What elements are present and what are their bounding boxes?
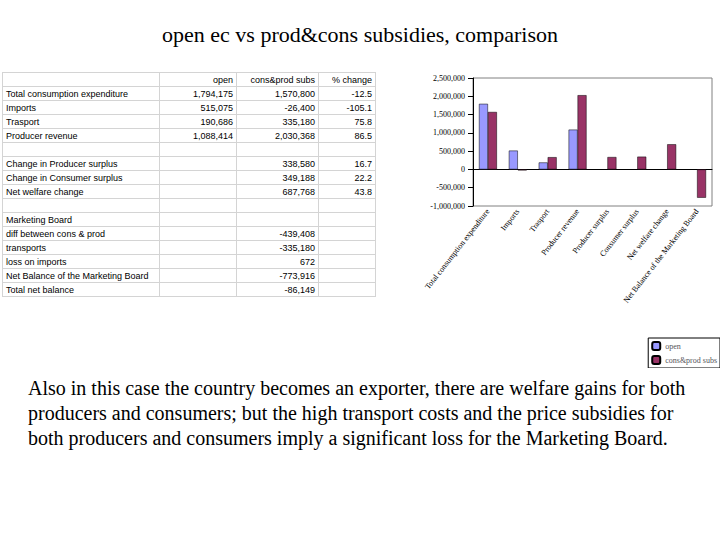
svg-text:1,000,000: 1,000,000 — [433, 128, 465, 137]
html-text:-26,400: -26,400 — [284, 102, 315, 113]
html-text:Net welfare change: Net welfare change — [6, 186, 84, 197]
svg-text:-500,000: -500,000 — [436, 183, 465, 192]
svg-text:Total consumption expenditure: Total consumption expenditure — [423, 207, 492, 291]
svg-text:0: 0 — [461, 165, 465, 174]
html-text:Imports: Imports — [6, 102, 36, 113]
html-text:cons&prod subs: cons&prod subs — [250, 74, 315, 85]
html-text:Net Balance of the Marketing B: Net Balance of the Marketing Board — [6, 270, 149, 281]
html-text:transports: transports — [6, 242, 46, 253]
html-text:1,088,414: 1,088,414 — [193, 130, 233, 141]
html-text:Change in Producer surplus: Change in Producer surplus — [6, 158, 118, 169]
html-text:-12.5: -12.5 — [351, 88, 372, 99]
html-text:Total consumption expenditure: Total consumption expenditure — [6, 88, 129, 99]
html-text:open: open — [213, 74, 233, 85]
svg-text:Producer revenue: Producer revenue — [539, 207, 582, 258]
html-text:687,768: 687,768 — [282, 186, 315, 197]
html-text:open ec vs prod&cons subsidies: open ec vs prod&cons subsidies, comparis… — [162, 22, 558, 47]
svg-text:cons&prod subs: cons&prod subs — [665, 356, 717, 365]
svg-text:open: open — [665, 342, 681, 351]
svg-text:Consumer surplus: Consumer surplus — [598, 207, 641, 259]
html-text:diff between cons & prod: diff between cons & prod — [6, 228, 105, 239]
svg-text:2,000,000: 2,000,000 — [433, 92, 465, 101]
html-text:338,580: 338,580 — [282, 158, 315, 169]
html-text:75.8: 75.8 — [354, 116, 372, 127]
svg-text:1,500,000: 1,500,000 — [433, 110, 465, 119]
html-text:1,570,800: 1,570,800 — [275, 88, 315, 99]
svg-text:Trasport: Trasport — [528, 207, 552, 234]
html-text:335,180: 335,180 — [282, 116, 315, 127]
html-text:-86,149: -86,149 — [284, 284, 315, 295]
html-text:-773,916: -773,916 — [279, 270, 315, 281]
html-text:22.2: 22.2 — [354, 172, 372, 183]
html-text:16.7: 16.7 — [354, 158, 372, 169]
html-text:Change in Consumer surplus: Change in Consumer surplus — [6, 172, 123, 183]
html-text:2,030,368: 2,030,368 — [275, 130, 315, 141]
html-text:Also in this case the country: Also in this case the country becomes an… — [28, 377, 686, 449]
svg-text:Net welfare change: Net welfare change — [625, 207, 671, 262]
html-text:Total net balance: Total net balance — [6, 284, 75, 295]
html-text:86.5: 86.5 — [354, 130, 372, 141]
svg-text:500,000: 500,000 — [439, 147, 465, 156]
html-text:Trasport: Trasport — [6, 116, 40, 127]
html-text:515,075: 515,075 — [200, 102, 233, 113]
html-text:1,794,175: 1,794,175 — [193, 88, 233, 99]
svg-text:Net Balance of the Marketing B: Net Balance of the Marketing Board — [622, 207, 701, 304]
svg-text:Producer surplus: Producer surplus — [570, 207, 611, 256]
html-text:-439,408: -439,408 — [279, 228, 315, 239]
svg-text:Imports: Imports — [499, 207, 521, 232]
html-text:43.8: 43.8 — [354, 186, 372, 197]
html-text:Producer revenue: Producer revenue — [6, 130, 78, 141]
html-text:672: 672 — [300, 256, 315, 267]
html-text:Marketing Board: Marketing Board — [6, 214, 72, 225]
html-text:-105.1: -105.1 — [346, 102, 372, 113]
html-text:349,188: 349,188 — [282, 172, 315, 183]
html-text:190,686: 190,686 — [200, 116, 233, 127]
html-text:% change: % change — [332, 74, 372, 85]
html-text:-335,180: -335,180 — [279, 242, 315, 253]
html-text:loss on imports: loss on imports — [6, 256, 67, 267]
svg-text:-1,000,000: -1,000,000 — [430, 202, 465, 211]
svg-text:2,500,000: 2,500,000 — [433, 74, 465, 83]
